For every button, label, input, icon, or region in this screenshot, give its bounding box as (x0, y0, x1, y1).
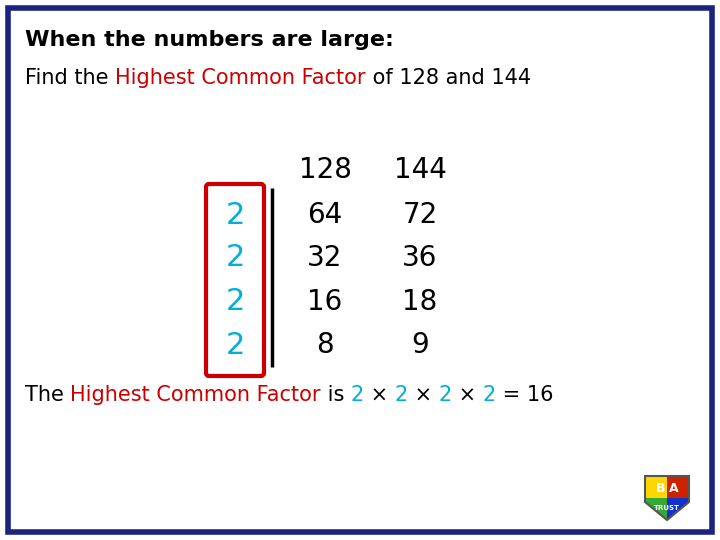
Text: 64: 64 (307, 201, 343, 229)
Text: Highest Common Factor: Highest Common Factor (71, 385, 321, 405)
Text: 9: 9 (411, 331, 429, 359)
Text: 36: 36 (402, 244, 438, 272)
Text: The: The (25, 385, 71, 405)
Text: ×: × (364, 385, 395, 405)
Text: 2: 2 (225, 330, 245, 360)
Text: 2: 2 (395, 385, 408, 405)
Text: 18: 18 (402, 288, 438, 316)
Text: 2: 2 (439, 385, 452, 405)
Text: B: B (656, 482, 666, 495)
Text: TRUST: TRUST (654, 505, 680, 511)
Text: 2: 2 (351, 385, 364, 405)
Text: is: is (321, 385, 351, 405)
Text: ×: × (452, 385, 483, 405)
Text: 2: 2 (225, 200, 245, 230)
Text: A: A (669, 482, 679, 495)
Text: Highest Common Factor: Highest Common Factor (115, 68, 366, 88)
Text: 144: 144 (394, 156, 446, 184)
Text: 72: 72 (402, 201, 438, 229)
Text: 16: 16 (307, 288, 343, 316)
Text: 32: 32 (307, 244, 343, 272)
Text: = 16: = 16 (496, 385, 554, 405)
Text: When the numbers are large:: When the numbers are large: (25, 30, 394, 50)
Text: of 128 and 144: of 128 and 144 (366, 68, 531, 88)
Polygon shape (645, 476, 667, 498)
Text: 128: 128 (299, 156, 351, 184)
Text: 2: 2 (225, 287, 245, 316)
FancyBboxPatch shape (8, 8, 712, 532)
Text: 8: 8 (316, 331, 334, 359)
Text: ×: × (408, 385, 439, 405)
Text: 2: 2 (225, 244, 245, 273)
Text: Find the: Find the (25, 68, 115, 88)
Polygon shape (667, 476, 689, 498)
Polygon shape (645, 498, 667, 520)
Polygon shape (667, 498, 689, 520)
Text: 2: 2 (483, 385, 496, 405)
